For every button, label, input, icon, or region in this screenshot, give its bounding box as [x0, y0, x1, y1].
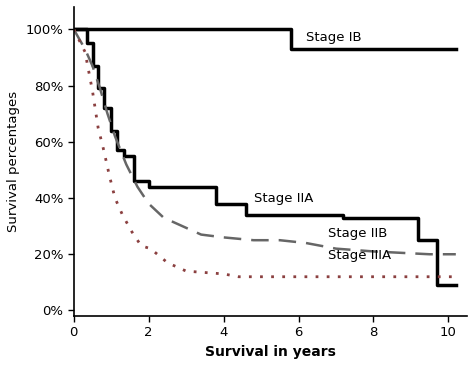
Text: Stage IB: Stage IB — [306, 31, 362, 44]
Text: Stage IIIA: Stage IIIA — [328, 249, 392, 262]
Text: Stage IIB: Stage IIB — [328, 227, 388, 240]
Text: Stage IIA: Stage IIA — [254, 191, 313, 205]
Y-axis label: Survival percentages: Survival percentages — [7, 91, 20, 232]
X-axis label: Survival in years: Survival in years — [205, 345, 336, 359]
